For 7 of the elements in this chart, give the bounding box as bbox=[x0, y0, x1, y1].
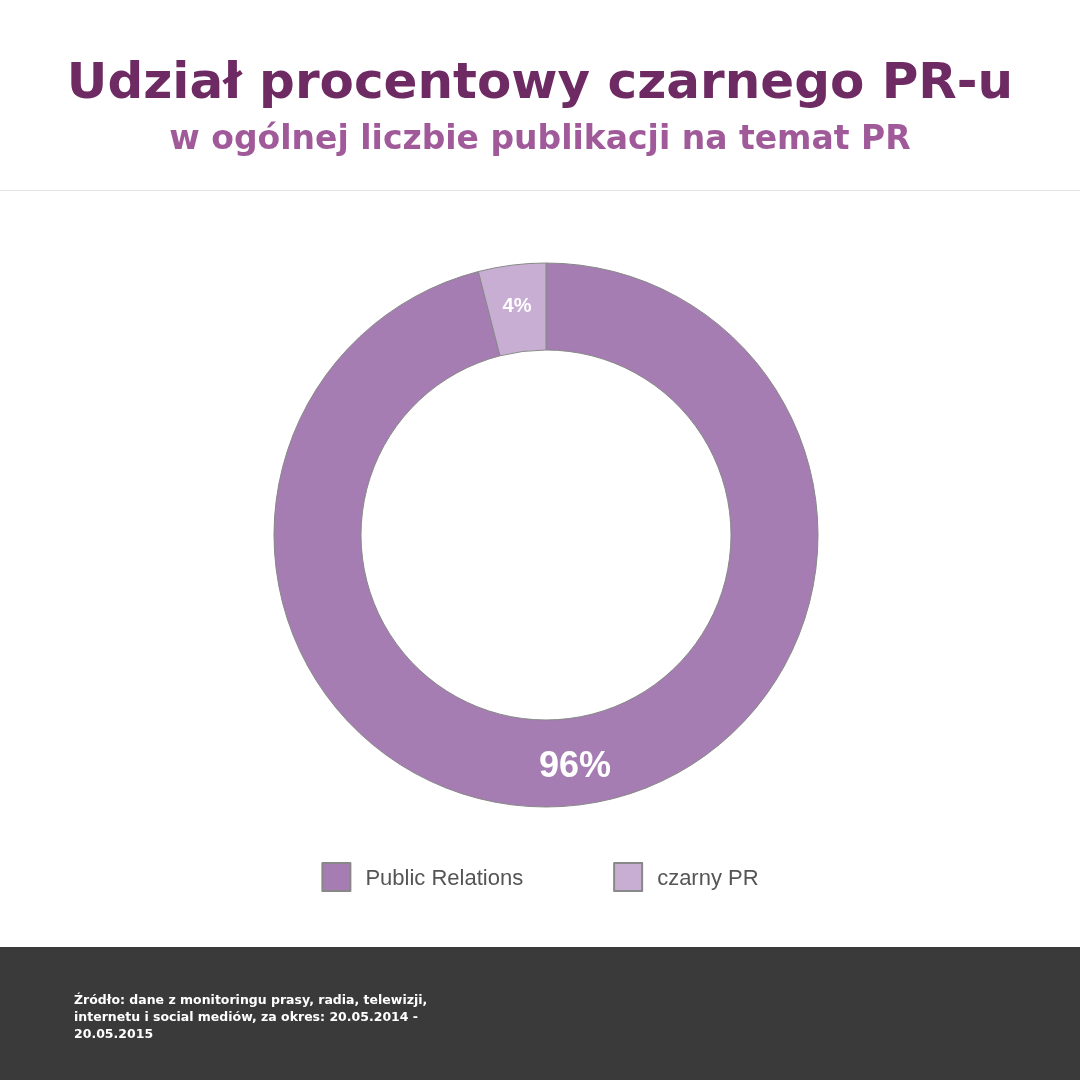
chart-subtitle: w ogólnej liczbie publikacji na temat PR bbox=[168, 118, 912, 157]
legend-label: czarny PR bbox=[657, 864, 759, 890]
data-label: 4% bbox=[502, 294, 532, 317]
chart-title: Udział procentowy czarnego PR-u bbox=[65, 52, 1015, 110]
legend-label: Public Relations bbox=[365, 864, 524, 890]
data-label: 96% bbox=[538, 744, 612, 786]
text: Źródło: dane z monitoringu prasy, radia, telewizji, internetu i social mediów, za okres: 20.05.2014 - 20.05.2015 bbox=[74, 991, 429, 1042]
